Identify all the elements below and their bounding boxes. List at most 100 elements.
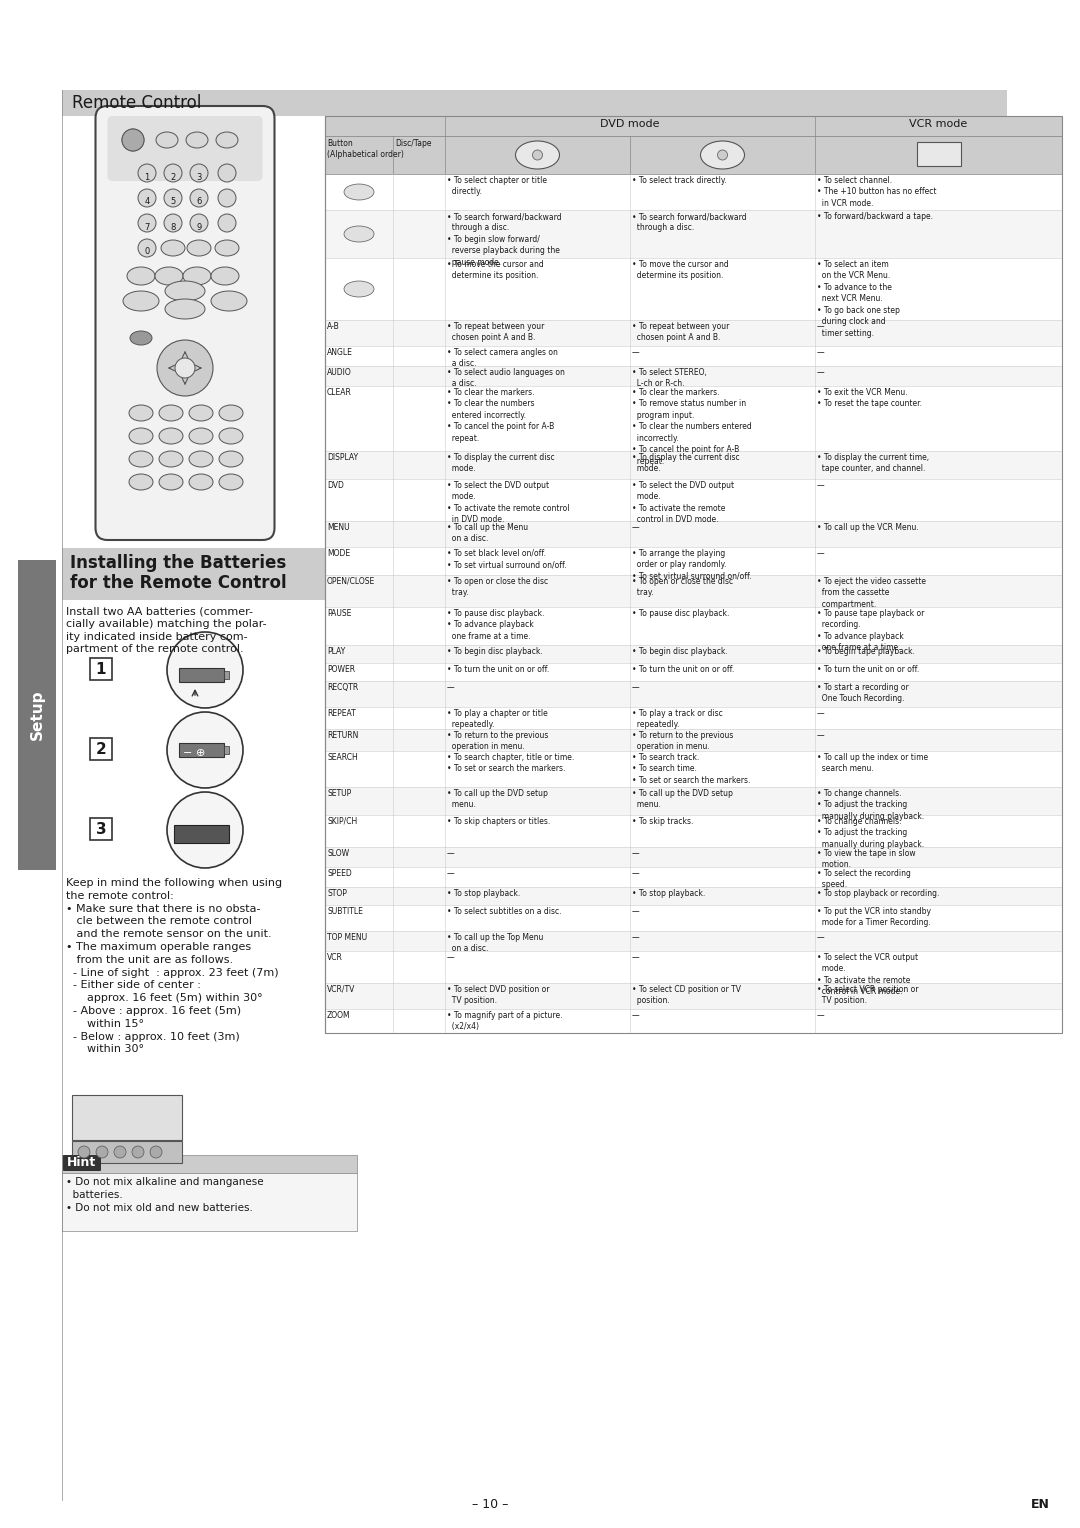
Text: • To select CD position or TV
  position.: • To select CD position or TV position. [632, 986, 741, 1005]
Text: —: — [632, 953, 639, 963]
Text: 2: 2 [171, 173, 176, 182]
Ellipse shape [159, 474, 183, 490]
Bar [224, 671, 229, 678]
Ellipse shape [186, 131, 208, 148]
Text: VCR/TV: VCR/TV [327, 986, 355, 995]
Ellipse shape [129, 451, 153, 468]
Bar [325, 1008, 1062, 1033]
Text: —: — [632, 1012, 639, 1021]
Text: • To return to the previous
  operation in menu.: • To return to the previous operation in… [447, 730, 549, 752]
Text: A-B: A-B [327, 322, 340, 332]
Text: • To change channels.
• To adjust the tracking
  manually during playback.: • To change channels. • To adjust the tr… [816, 817, 924, 850]
Text: SEARCH: SEARCH [327, 753, 357, 762]
Bar [325, 750, 1062, 787]
Circle shape [218, 163, 237, 182]
Text: 3: 3 [197, 173, 202, 182]
Text: Hint: Hint [67, 1157, 96, 1169]
Ellipse shape [129, 474, 153, 490]
Bar [62, 1155, 357, 1174]
Ellipse shape [159, 405, 183, 422]
Text: DISPLAY: DISPLAY [327, 452, 359, 461]
Text: • To select channel.
• The +10 button has no effect
  in VCR mode.: • To select channel. • The +10 button ha… [816, 176, 936, 208]
Text: • To select STEREO,
  L-ch or R-ch.: • To select STEREO, L-ch or R-ch. [632, 368, 707, 388]
Text: • To stop playback.: • To stop playback. [632, 889, 705, 898]
Text: 7: 7 [145, 223, 150, 232]
Bar [325, 575, 1062, 607]
Circle shape [190, 163, 208, 182]
Bar [325, 729, 1062, 750]
Text: DVD: DVD [327, 481, 343, 490]
Text: • To pause disc playback.
• To advance playback
  one frame at a time.: • To pause disc playback. • To advance p… [447, 610, 544, 640]
Text: TOP MENU: TOP MENU [327, 934, 367, 941]
Text: MODE: MODE [327, 549, 350, 558]
Text: • To stop playback or recording.: • To stop playback or recording. [816, 889, 940, 898]
Bar [325, 209, 1062, 258]
Bar [325, 367, 1062, 387]
Bar [62, 549, 367, 601]
Circle shape [190, 189, 208, 206]
Text: 3: 3 [96, 822, 106, 836]
Text: —: — [816, 730, 825, 740]
Text: • To turn the unit on or off.: • To turn the unit on or off. [632, 665, 734, 674]
Text: 2: 2 [96, 741, 106, 756]
Text: —: — [447, 953, 455, 963]
Text: —: — [632, 523, 639, 532]
Circle shape [164, 163, 183, 182]
Text: • To select VCR position or
  TV position.: • To select VCR position or TV position. [816, 986, 918, 1005]
Text: 1: 1 [145, 173, 150, 182]
Circle shape [78, 1146, 90, 1158]
Text: • To call up the VCR Menu.: • To call up the VCR Menu. [816, 523, 919, 532]
Text: —: — [816, 549, 825, 558]
Circle shape [138, 189, 156, 206]
Bar [179, 743, 224, 756]
Text: Button
(Alphabetical order): Button (Alphabetical order) [327, 139, 404, 159]
Circle shape [190, 214, 208, 232]
Bar [325, 663, 1062, 681]
Ellipse shape [219, 451, 243, 468]
Text: • To select chapter or title
  directly.: • To select chapter or title directly. [447, 176, 546, 197]
Bar [325, 258, 1062, 319]
Bar [325, 645, 1062, 663]
Text: —: — [447, 869, 455, 879]
Bar [325, 931, 1062, 950]
Ellipse shape [211, 267, 239, 286]
Text: • To view the tape in slow
  motion.: • To view the tape in slow motion. [816, 850, 916, 869]
Text: —: — [816, 348, 825, 358]
Text: • To turn the unit on or off.: • To turn the unit on or off. [447, 665, 550, 674]
Text: • To magnify part of a picture.
  (x2/x4): • To magnify part of a picture. (x2/x4) [447, 1012, 563, 1031]
Text: AUDIO: AUDIO [327, 368, 352, 377]
Text: • To forward/backward a tape.: • To forward/backward a tape. [816, 212, 933, 222]
Text: • To put the VCR into standby
  mode for a Timer Recording.: • To put the VCR into standby mode for a… [816, 908, 931, 927]
Circle shape [138, 214, 156, 232]
Text: PLAY: PLAY [327, 646, 346, 656]
Ellipse shape [159, 428, 183, 445]
Text: 4: 4 [145, 197, 150, 206]
Bar [90, 659, 112, 680]
Circle shape [532, 150, 542, 160]
Text: Disc/Tape: Disc/Tape [395, 139, 432, 148]
Ellipse shape [165, 281, 205, 301]
Text: • To return to the previous
  operation in menu.: • To return to the previous operation in… [632, 730, 733, 752]
Circle shape [218, 189, 237, 206]
Bar [325, 707, 1062, 729]
Text: for the Remote Control: for the Remote Control [70, 575, 286, 591]
Bar [325, 886, 1062, 905]
Text: RECQTR: RECQTR [327, 683, 359, 692]
Text: • To select camera angles on
  a disc.: • To select camera angles on a disc. [447, 348, 558, 368]
FancyBboxPatch shape [108, 116, 262, 180]
Text: • To select DVD position or
  TV position.: • To select DVD position or TV position. [447, 986, 550, 1005]
Text: STOP: STOP [327, 889, 347, 898]
Ellipse shape [189, 405, 213, 422]
Text: • To display the current disc
  mode.: • To display the current disc mode. [447, 452, 555, 474]
Circle shape [167, 792, 243, 868]
Text: —: — [632, 683, 639, 692]
Text: • To open or close the disc
  tray.: • To open or close the disc tray. [632, 578, 733, 597]
Ellipse shape [211, 290, 247, 312]
Text: • To pause disc playback.: • To pause disc playback. [632, 610, 729, 617]
Text: • To display the current disc
  mode.: • To display the current disc mode. [632, 452, 740, 474]
Bar [325, 681, 1062, 707]
Text: REPEAT: REPEAT [327, 709, 355, 718]
Text: DVD mode: DVD mode [600, 119, 660, 128]
Bar [325, 319, 1062, 345]
Text: SUBTITLE: SUBTITLE [327, 908, 363, 915]
